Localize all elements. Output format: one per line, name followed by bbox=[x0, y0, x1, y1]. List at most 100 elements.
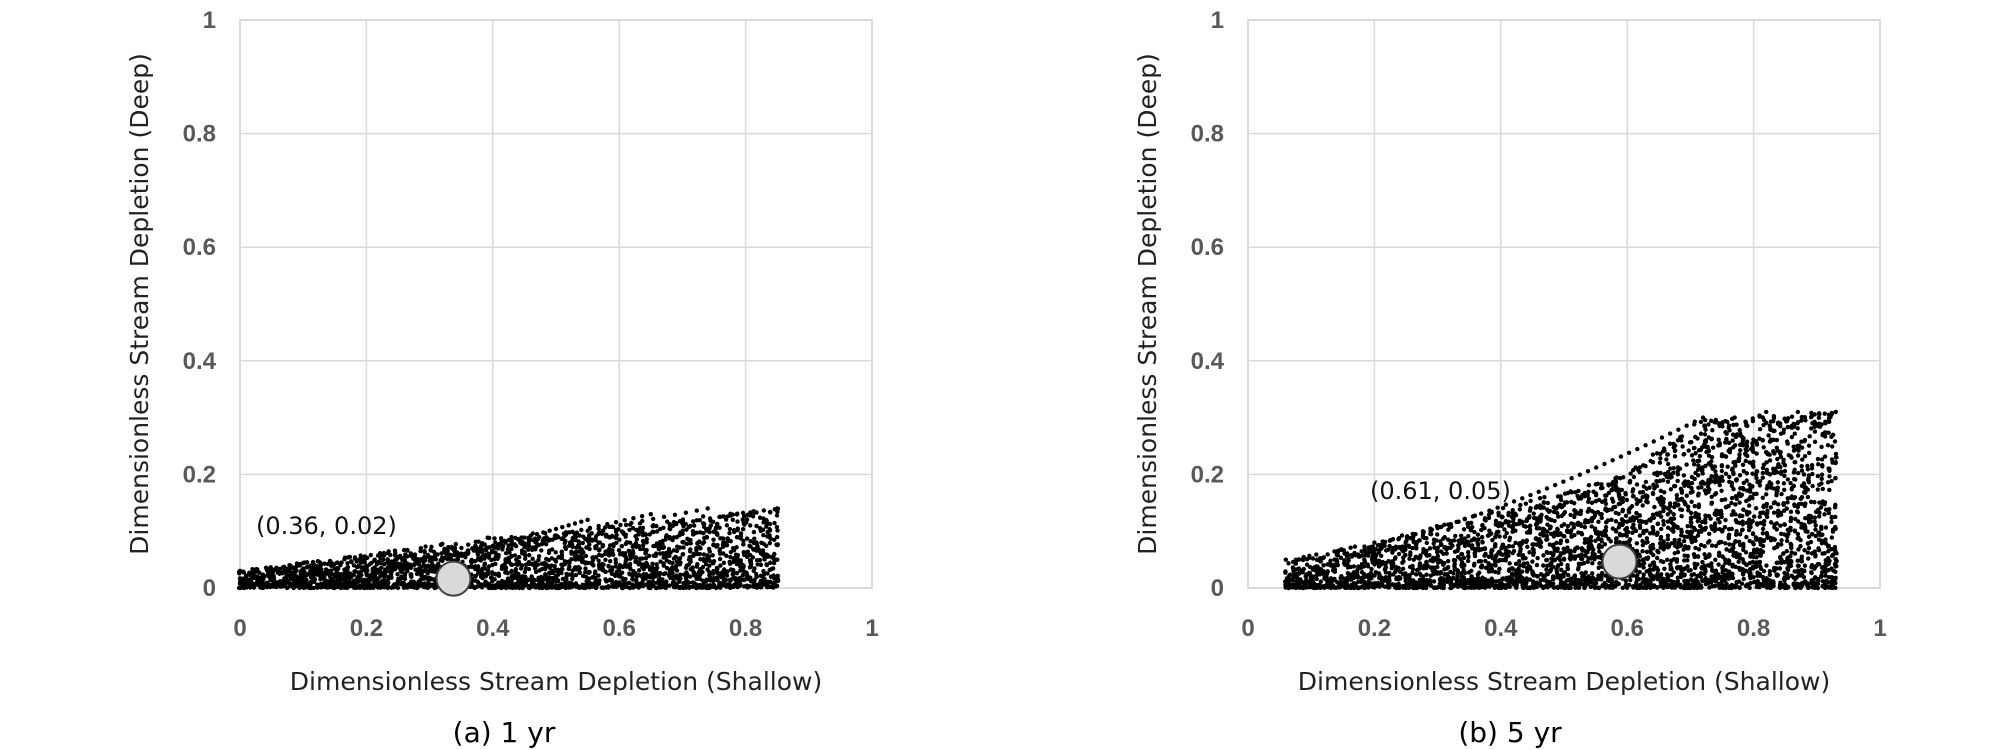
data-point bbox=[1558, 580, 1564, 585]
data-point bbox=[650, 579, 656, 584]
data-point bbox=[1479, 584, 1484, 590]
data-point bbox=[1688, 516, 1694, 522]
data-point bbox=[1463, 585, 1468, 591]
data-point bbox=[1671, 441, 1676, 447]
data-point bbox=[660, 577, 665, 582]
data-point bbox=[1372, 552, 1377, 558]
data-point bbox=[1582, 571, 1587, 576]
data-point bbox=[379, 565, 384, 570]
data-point bbox=[526, 566, 532, 572]
data-point bbox=[1590, 560, 1595, 566]
data-point bbox=[721, 514, 726, 519]
data-point bbox=[651, 529, 656, 535]
data-point bbox=[596, 540, 601, 545]
data-point bbox=[1494, 553, 1499, 559]
data-point bbox=[283, 581, 289, 586]
data-point bbox=[1568, 576, 1574, 581]
data-point bbox=[1519, 569, 1525, 574]
data-point bbox=[710, 578, 716, 583]
data-point bbox=[1531, 511, 1536, 516]
data-point bbox=[425, 552, 431, 558]
data-point bbox=[312, 577, 317, 582]
data-point bbox=[1561, 511, 1566, 517]
data-point bbox=[1372, 573, 1377, 578]
data-point bbox=[687, 580, 692, 585]
data-point bbox=[775, 557, 780, 562]
data-point bbox=[1303, 578, 1309, 583]
data-point bbox=[1351, 564, 1357, 569]
data-point bbox=[1547, 579, 1553, 585]
data-point bbox=[1431, 565, 1436, 570]
data-point bbox=[539, 574, 544, 580]
data-point bbox=[583, 553, 589, 559]
data-point bbox=[667, 553, 672, 559]
data-point bbox=[1702, 571, 1707, 577]
y-tick-label: 0.6 bbox=[183, 234, 216, 261]
data-point bbox=[1462, 536, 1467, 541]
data-point bbox=[643, 555, 649, 561]
data-point bbox=[1675, 438, 1681, 443]
data-point bbox=[1509, 576, 1515, 581]
data-point bbox=[250, 576, 255, 581]
data-point bbox=[677, 545, 683, 550]
data-point bbox=[1335, 552, 1340, 558]
data-point bbox=[529, 574, 534, 579]
data-point bbox=[1682, 558, 1687, 563]
data-point bbox=[505, 571, 511, 576]
data-point bbox=[427, 558, 432, 563]
data-point bbox=[1565, 566, 1571, 572]
data-point bbox=[1296, 557, 1301, 562]
data-point bbox=[757, 548, 762, 553]
data-point bbox=[758, 562, 764, 568]
data-point bbox=[623, 554, 628, 560]
data-point bbox=[1689, 499, 1694, 504]
data-point bbox=[751, 568, 756, 574]
data-point bbox=[532, 565, 538, 570]
data-point bbox=[1314, 576, 1319, 582]
data-point bbox=[611, 543, 616, 549]
data-point bbox=[1435, 555, 1440, 560]
data-point bbox=[351, 572, 356, 577]
y-tick-labels: 00.20.40.60.81 bbox=[183, 7, 217, 602]
data-point bbox=[586, 533, 592, 538]
data-point bbox=[1555, 548, 1560, 554]
data-point bbox=[503, 540, 508, 545]
data-point bbox=[1521, 564, 1526, 569]
data-point bbox=[670, 570, 675, 576]
data-point bbox=[638, 546, 643, 552]
data-point bbox=[1535, 574, 1540, 579]
data-point bbox=[1661, 539, 1666, 544]
data-point bbox=[1355, 585, 1361, 590]
data-point bbox=[518, 566, 524, 571]
data-point bbox=[1307, 564, 1313, 570]
data-point bbox=[630, 525, 636, 531]
data-point bbox=[714, 532, 720, 537]
data-point bbox=[515, 537, 521, 542]
data-point bbox=[572, 521, 578, 526]
data-point bbox=[1605, 518, 1611, 523]
data-point bbox=[1627, 480, 1633, 485]
data-point bbox=[586, 569, 592, 575]
data-point bbox=[690, 519, 696, 524]
data-point bbox=[553, 550, 558, 555]
data-point bbox=[244, 585, 249, 590]
data-point bbox=[544, 535, 549, 540]
data-point bbox=[256, 577, 262, 582]
data-point bbox=[1555, 564, 1560, 570]
data-point bbox=[757, 515, 763, 520]
data-point bbox=[570, 544, 575, 549]
data-point bbox=[423, 544, 428, 549]
data-point bbox=[349, 559, 354, 564]
data-point bbox=[1434, 549, 1440, 555]
data-point bbox=[1602, 530, 1608, 535]
data-point bbox=[714, 585, 719, 591]
data-point bbox=[1427, 553, 1432, 558]
data-point bbox=[1283, 569, 1288, 574]
data-point bbox=[1517, 558, 1522, 564]
data-point bbox=[667, 583, 672, 588]
data-point bbox=[1707, 531, 1712, 537]
data-point bbox=[1634, 482, 1640, 487]
data-point bbox=[1466, 534, 1471, 539]
data-point bbox=[1568, 582, 1573, 587]
data-point bbox=[661, 563, 667, 568]
